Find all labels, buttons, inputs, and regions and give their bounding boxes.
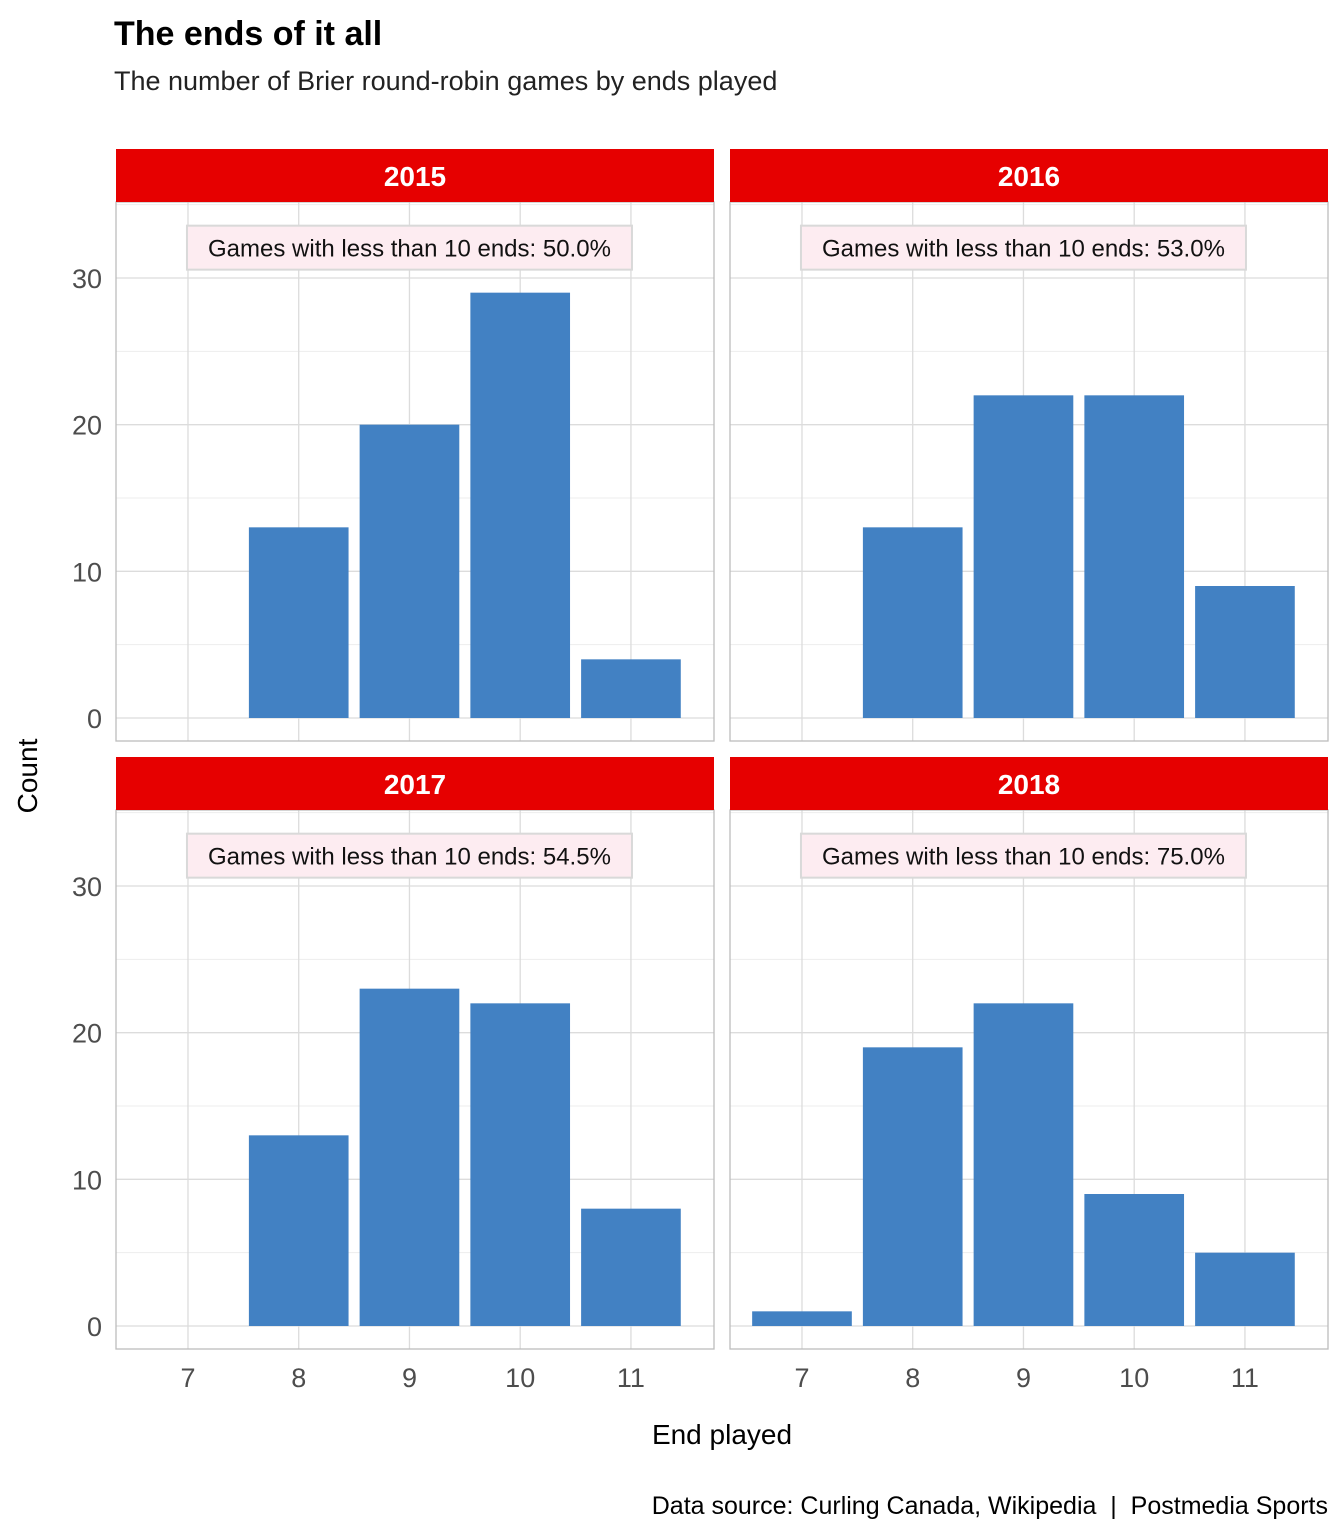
y-tick-label: 30: [72, 872, 102, 902]
y-axis-label: Count: [12, 738, 43, 813]
y-tick-label: 20: [72, 411, 102, 441]
y-tick-label: 10: [72, 557, 102, 587]
annotation-box: [799, 224, 1247, 271]
y-tick-label: 30: [72, 264, 102, 294]
bar-2018-end-11: [1195, 1252, 1295, 1326]
annotation-box: [799, 832, 1247, 879]
annotation-label: Games with less than 10 ends: 53.0%: [822, 236, 1225, 263]
bar-2018-end-10: [1084, 1194, 1185, 1326]
bar-2015-end-11: [581, 659, 681, 718]
y-tick-label: 0: [87, 704, 102, 734]
facet-strip: [116, 757, 714, 810]
annotation-label: Games with less than 10 ends: 75.0%: [822, 844, 1225, 871]
facet-strip-label: 2018: [998, 769, 1060, 800]
bar-2017-end-8: [248, 1135, 349, 1326]
chart-title: The ends of it all: [114, 15, 382, 53]
bar-2017-end-10: [470, 1003, 571, 1326]
bar-2016-end-11: [1195, 586, 1295, 718]
x-tick-label: 10: [505, 1363, 535, 1393]
bar-2016-end-8: [862, 527, 963, 718]
bar-2016-end-10: [1084, 395, 1185, 718]
facet-strip: [730, 757, 1328, 810]
x-tick-label: 8: [291, 1363, 306, 1393]
x-tick-label: 11: [617, 1363, 645, 1393]
annotation-label: Games with less than 10 ends: 54.5%: [208, 844, 611, 871]
x-tick-label: 10: [1119, 1363, 1149, 1393]
y-tick-label: 10: [72, 1165, 102, 1195]
x-tick-label: 7: [794, 1363, 809, 1393]
chart-caption: Data source: Curling Canada, Wikipedia |…: [652, 1492, 1328, 1520]
facet-panels: Games with less than 10 ends: 50.0% 2015 0…: [72, 149, 1329, 1393]
x-tick-label: 7: [180, 1363, 195, 1393]
facet-panel-2018: Games with less than 10 ends: 75.0% 2018 7…: [729, 757, 1329, 1393]
bar-2018-end-8: [862, 1047, 963, 1326]
bar-2018-end-9: [973, 1003, 1074, 1326]
bar-2015-end-9: [359, 424, 460, 718]
facet-panel-2016: Games with less than 10 ends: 53.0% 2016: [729, 149, 1329, 742]
y-tick-label: 20: [72, 1019, 102, 1049]
annotation-box: [185, 832, 633, 879]
x-tick-label: 9: [402, 1363, 417, 1393]
facet-strip: [730, 149, 1328, 202]
x-tick-label: 11: [1231, 1363, 1259, 1393]
facet-strip: [116, 149, 714, 202]
facet-panel-2015: Games with less than 10 ends: 50.0% 2015 0…: [72, 149, 715, 742]
y-tick-label: 0: [87, 1312, 102, 1342]
facet-strip-label: 2016: [998, 161, 1060, 192]
bar-2016-end-9: [973, 395, 1074, 718]
facet-strip-label: 2015: [384, 161, 446, 192]
annotation-box: [185, 224, 633, 271]
x-axis-label: End played: [652, 1419, 792, 1450]
x-tick-label: 8: [905, 1363, 920, 1393]
chart-subtitle: The number of Brier round-robin games by…: [114, 66, 777, 96]
x-tick-label: 9: [1016, 1363, 1031, 1393]
facet-panel-2017: Games with less than 10 ends: 54.5% 2017 0…: [72, 757, 715, 1393]
bar-2017-end-11: [581, 1208, 681, 1326]
bar-2018-end-7: [752, 1311, 852, 1326]
annotation-label: Games with less than 10 ends: 50.0%: [208, 236, 611, 263]
bar-2015-end-8: [248, 527, 349, 718]
bar-2017-end-9: [359, 988, 460, 1326]
facet-strip-label: 2017: [384, 769, 446, 800]
bar-2015-end-10: [470, 292, 571, 718]
